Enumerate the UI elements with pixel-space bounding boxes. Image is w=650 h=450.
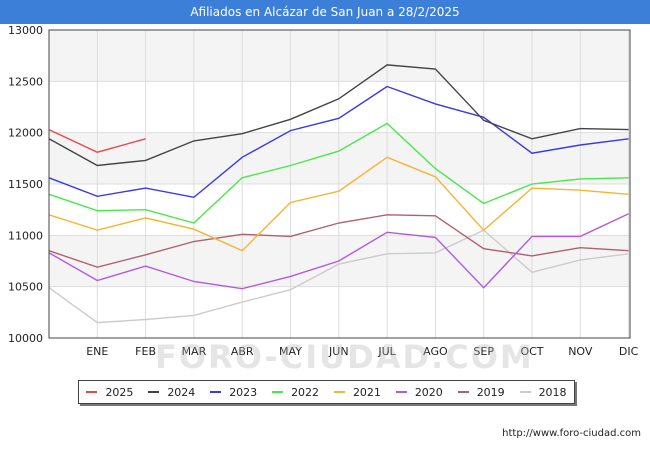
legend-entry-2023: 2023	[210, 386, 257, 399]
series-line-2023	[48, 85, 629, 199]
y-tick-label: 12000	[8, 127, 43, 140]
x-tick-label: FEB	[135, 345, 156, 358]
x-tick-label: JUL	[377, 345, 396, 358]
x-tick-label: MAY	[279, 345, 302, 358]
y-axis-ticks: 10000 10500 11000 11500 12000 12500 13000	[8, 24, 43, 345]
y-tick-label: 10000	[8, 332, 43, 345]
series-line-2021	[48, 156, 629, 252]
x-tick-label: MAR	[182, 345, 207, 358]
y-tick-label: 11000	[8, 229, 43, 242]
x-tick-label: AGO	[423, 345, 448, 358]
legend-label: 2025	[105, 385, 134, 399]
y-tick-label: 12500	[8, 75, 43, 88]
x-tick-label: JUN	[328, 345, 349, 358]
legend-swatch	[148, 391, 160, 393]
legend-swatch	[395, 391, 407, 393]
legend-entry-2024: 2024	[148, 386, 195, 399]
series-line-2018	[48, 229, 629, 324]
series-line-2020	[48, 213, 629, 290]
legend-entry-2020: 2020	[395, 385, 443, 399]
legend-swatch	[210, 391, 222, 393]
legend-entry-2025: 2025	[86, 386, 133, 399]
legend-entry-2022: 2022	[272, 386, 319, 399]
plot-bands	[49, 30, 630, 287]
plot-band	[49, 30, 630, 82]
x-tick-label: ABR	[231, 345, 254, 358]
plot-frame	[48, 29, 631, 339]
legend-label: 2024	[167, 385, 196, 399]
x-axis-ticks: ENE FEB MAR ABR MAY JUN JUL AGO SEP OCT NOV DIC	[86, 345, 638, 358]
plot-band	[49, 132, 630, 184]
series-line-2024	[48, 64, 629, 167]
y-tick-label: 10500	[8, 281, 43, 294]
series-lines	[48, 64, 629, 324]
legend-label: 2018	[538, 385, 567, 399]
legend-swatch	[86, 391, 98, 393]
legend-entry-2021: 2021	[333, 385, 381, 399]
legend-label: 2019	[476, 385, 505, 399]
legend-label: 2023	[229, 385, 258, 399]
legend: 2025 2024 2023 2022 2021 2020 2019 2018	[78, 380, 575, 404]
y-tick-label: 11500	[8, 178, 43, 191]
legend-swatch	[333, 391, 345, 393]
source-url: http://www.foro-ciudad.com	[502, 428, 641, 439]
x-tick-label: ENE	[86, 345, 108, 358]
legend-swatch	[519, 391, 531, 393]
legend-label: 2020	[414, 385, 443, 399]
x-tick-label: OCT	[520, 345, 543, 358]
x-tick-label: DIC	[619, 345, 639, 358]
x-tick-label: SEP	[473, 345, 494, 358]
series-line-2025	[48, 128, 146, 153]
chart-title: Afiliados en Alcázar de San Juan a 28/2/…	[0, 0, 650, 24]
legend-swatch	[272, 391, 284, 393]
legend-label: 2021	[352, 385, 381, 399]
legend-swatch	[457, 391, 469, 393]
legend-entry-2019: 2019	[457, 385, 505, 399]
series-line-2019	[48, 214, 629, 268]
series-line-2022	[48, 122, 629, 224]
legend-entry-2018: 2018	[519, 385, 567, 399]
legend-label: 2022	[291, 385, 320, 399]
watermark: FORO-CIUDAD.COM	[155, 338, 534, 376]
y-tick-label: 13000	[8, 24, 43, 37]
x-tick-label: NOV	[568, 345, 593, 358]
